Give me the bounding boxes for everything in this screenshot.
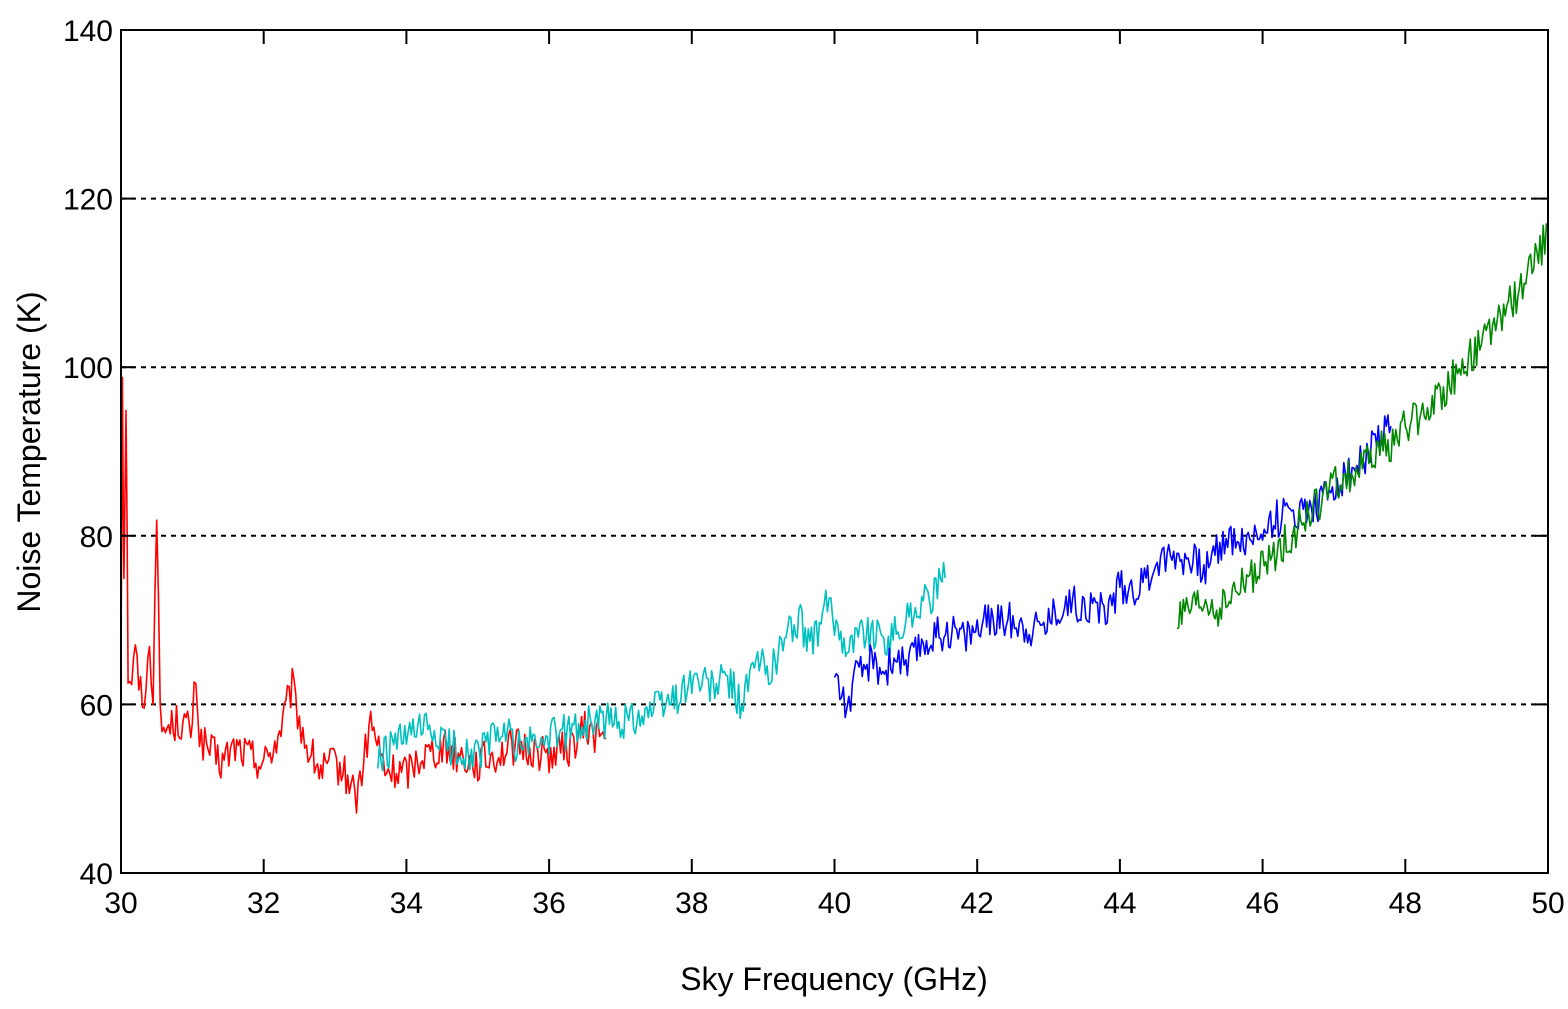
tick-layer: 30 32 34 36 38 40 42 44 46 48 50 40 60 80 100 120 140 [63, 15, 1565, 920]
x-tick-label-40: 40 [818, 887, 851, 920]
y-axis-title: Noise Temperature (K) [11, 291, 47, 612]
y-tick-label-120: 120 [63, 184, 113, 217]
y-tick-label-40: 40 [80, 858, 113, 891]
x-tick-label-32: 32 [247, 887, 280, 920]
x-tick-label-46: 46 [1246, 887, 1279, 920]
y-tick-label-100: 100 [63, 352, 113, 385]
y-tick-label-140: 140 [63, 15, 113, 48]
x-tick-label-36: 36 [532, 887, 565, 920]
x-axis-title: Sky Frequency (GHz) [680, 961, 988, 997]
plot-frame [120, 29, 1549, 874]
x-tick-label-42: 42 [961, 887, 994, 920]
y-tick-label-60: 60 [80, 689, 113, 722]
x-tick-label-38: 38 [675, 887, 708, 920]
y-tick-label-80: 80 [80, 521, 113, 554]
x-tick-label-30: 30 [104, 887, 137, 920]
series-line-blue [833, 414, 1392, 719]
x-tick-label-50: 50 [1531, 887, 1564, 920]
x-tick-label-34: 34 [390, 887, 423, 920]
series-layer [120, 223, 1549, 814]
series-line-green [1176, 223, 1549, 630]
series-line-cyan [377, 561, 946, 772]
x-tick-label-44: 44 [1103, 887, 1136, 920]
grid-layer [121, 197, 1548, 706]
x-tick-label-48: 48 [1389, 887, 1422, 920]
series-line-red [120, 376, 607, 814]
